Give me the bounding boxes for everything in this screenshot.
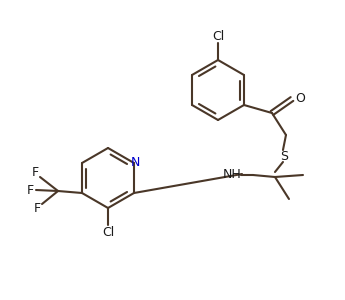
Text: F: F xyxy=(31,167,39,179)
Text: S: S xyxy=(280,151,288,164)
Text: N: N xyxy=(130,157,140,169)
Text: NH: NH xyxy=(223,169,242,182)
Text: O: O xyxy=(295,92,305,104)
Text: Cl: Cl xyxy=(212,29,224,43)
Text: F: F xyxy=(27,184,33,196)
Text: F: F xyxy=(33,202,41,214)
Text: Cl: Cl xyxy=(102,226,114,238)
